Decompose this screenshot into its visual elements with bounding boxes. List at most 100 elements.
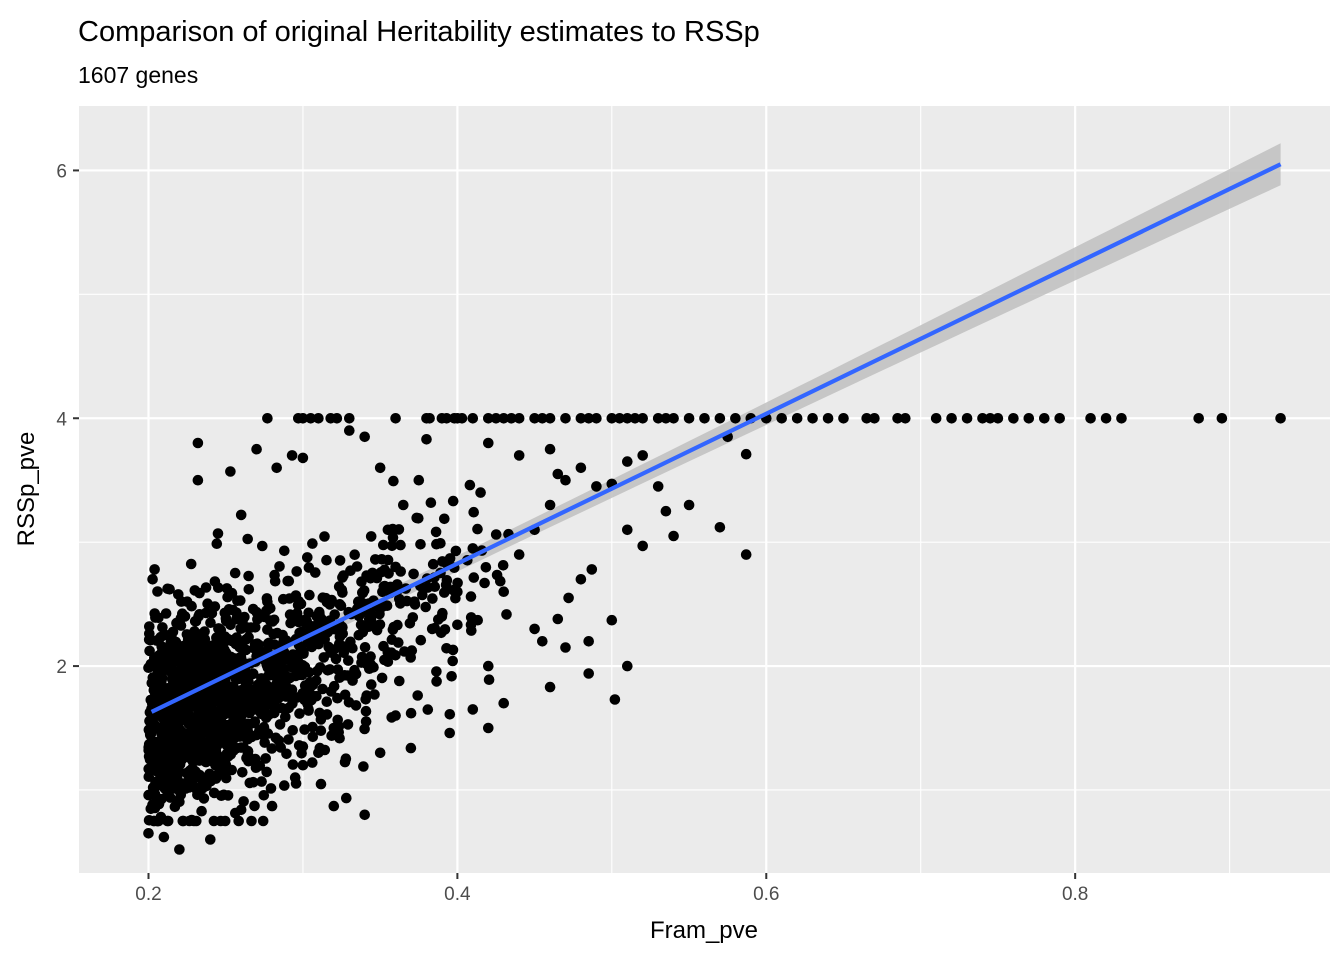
- data-point: [467, 413, 479, 424]
- data-point: [268, 657, 280, 668]
- data-point: [740, 448, 752, 460]
- data-point: [261, 766, 273, 778]
- data-point: [278, 593, 289, 605]
- data-point: [146, 736, 158, 747]
- data-point: [376, 672, 388, 684]
- data-point: [637, 540, 648, 552]
- data-point: [498, 697, 510, 709]
- data-point: [250, 762, 262, 773]
- data-point: [153, 612, 164, 624]
- data-point: [537, 413, 548, 424]
- data-point: [452, 619, 463, 631]
- data-point: [475, 487, 486, 498]
- data-point: [313, 413, 324, 424]
- data-point: [167, 727, 179, 739]
- data-point: [328, 722, 340, 734]
- data-point: [498, 413, 510, 424]
- data-point: [174, 796, 185, 808]
- data-point: [149, 564, 160, 575]
- data-point: [178, 712, 189, 724]
- data-point: [652, 481, 664, 492]
- data-point: [269, 569, 280, 581]
- data-point: [390, 413, 401, 424]
- y-axis-title: RSSp_pve: [13, 432, 40, 547]
- data-point: [194, 609, 205, 620]
- chart-subtitle: 1607 genes: [78, 62, 198, 88]
- data-point: [586, 564, 598, 575]
- data-point: [622, 524, 633, 536]
- data-point: [822, 413, 834, 424]
- data-point: [358, 761, 369, 772]
- data-point: [278, 673, 290, 685]
- data-point: [417, 589, 428, 601]
- data-point: [307, 757, 318, 768]
- data-point: [328, 800, 340, 812]
- data-point: [622, 456, 633, 467]
- chart-title: Comparison of original Heritability esti…: [78, 16, 760, 48]
- data-point: [230, 698, 241, 709]
- data-point: [191, 815, 202, 827]
- data-point: [189, 585, 201, 596]
- data-point: [162, 789, 173, 801]
- data-point: [190, 665, 202, 677]
- data-point: [226, 764, 237, 776]
- data-point: [234, 641, 245, 653]
- data-point: [143, 815, 155, 826]
- data-point: [239, 687, 250, 699]
- data-point: [668, 530, 679, 542]
- data-point: [166, 647, 177, 658]
- data-point: [187, 721, 199, 732]
- data-point: [194, 755, 205, 766]
- data-point: [420, 601, 432, 613]
- data-point: [436, 611, 448, 622]
- data-point: [279, 780, 290, 791]
- data-point: [544, 499, 556, 511]
- data-point: [405, 707, 417, 719]
- data-point: [218, 753, 230, 764]
- data-point: [465, 619, 477, 630]
- data-point: [430, 526, 442, 538]
- data-point: [293, 616, 304, 628]
- data-point: [359, 723, 370, 735]
- data-point: [776, 413, 787, 424]
- data-point: [429, 581, 441, 592]
- data-point: [583, 668, 594, 679]
- data-point: [177, 608, 188, 619]
- data-point: [357, 587, 369, 599]
- data-point: [219, 688, 230, 700]
- data-point: [637, 413, 648, 424]
- data-point: [622, 413, 633, 424]
- data-point: [560, 413, 571, 424]
- data-point: [156, 722, 167, 733]
- data-point: [391, 579, 403, 590]
- data-point: [468, 506, 480, 518]
- data-point: [483, 674, 495, 685]
- data-point: [152, 666, 164, 677]
- data-point: [447, 655, 459, 667]
- data-point: [167, 638, 178, 650]
- data-point: [181, 767, 193, 779]
- data-point: [591, 481, 602, 492]
- data-point: [560, 474, 571, 486]
- data-point: [251, 729, 262, 741]
- data-point: [386, 634, 398, 645]
- data-point: [249, 800, 260, 812]
- data-point: [143, 662, 154, 673]
- data-point: [1275, 413, 1286, 424]
- data-point: [201, 693, 213, 705]
- data-point: [977, 413, 988, 424]
- data-point: [622, 660, 633, 672]
- data-point: [490, 529, 502, 540]
- data-point: [544, 413, 556, 424]
- data-point: [266, 743, 278, 754]
- data-point: [660, 413, 672, 424]
- data-point: [869, 413, 880, 424]
- data-point: [198, 633, 209, 645]
- data-point: [386, 540, 398, 552]
- data-point: [243, 584, 255, 595]
- data-point: [427, 558, 439, 570]
- data-point: [152, 586, 163, 597]
- data-point: [242, 676, 253, 687]
- data-point: [392, 619, 403, 631]
